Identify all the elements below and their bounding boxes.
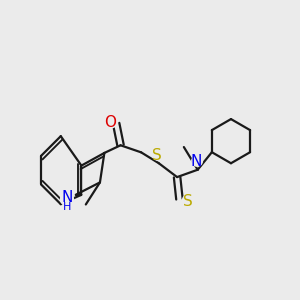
Circle shape: [61, 193, 74, 206]
Circle shape: [105, 116, 117, 128]
Text: S: S: [152, 148, 162, 163]
Text: O: O: [104, 115, 116, 130]
Circle shape: [152, 148, 164, 160]
Circle shape: [182, 195, 194, 206]
Text: N: N: [61, 190, 73, 205]
Text: N: N: [190, 154, 202, 169]
Text: S: S: [183, 194, 193, 209]
Circle shape: [192, 156, 203, 166]
Text: H: H: [63, 202, 71, 212]
